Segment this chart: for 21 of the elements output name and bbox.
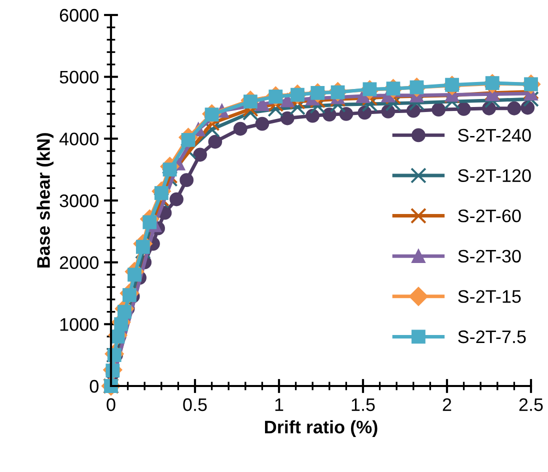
- y-tick-label: 3000: [60, 194, 98, 208]
- y-axis-title: Base shear (kN): [36, 133, 54, 268]
- legend-label: S-2T-30: [458, 250, 521, 263]
- y-tick-label: 0: [90, 380, 98, 393]
- x-tick-label: 2: [442, 398, 452, 411]
- y-tick-label: 5000: [60, 70, 98, 84]
- x-tick-label: 2.5: [519, 398, 543, 412]
- legend-label: S-2T-120: [458, 169, 531, 182]
- x-axis-title: Drift ratio (%): [265, 420, 378, 438]
- legend-label: S-2T-240: [458, 128, 531, 142]
- legend-label: S-2T-60: [458, 210, 521, 222]
- legend-label: S-2T-15: [458, 290, 521, 303]
- x-tick-label: 1.5: [352, 398, 375, 412]
- y-tick-label: 1000: [60, 318, 98, 331]
- x-tick-label: 0: [106, 398, 116, 412]
- x-tick-label: 1: [275, 398, 284, 411]
- legend-label: S-2T-7.5: [458, 330, 526, 344]
- y-tick-label: 2000: [60, 256, 98, 270]
- y-tick-label: 4000: [59, 132, 98, 146]
- x-tick-label: 0.5: [183, 398, 207, 412]
- y-tick-label: 6000: [60, 8, 98, 22]
